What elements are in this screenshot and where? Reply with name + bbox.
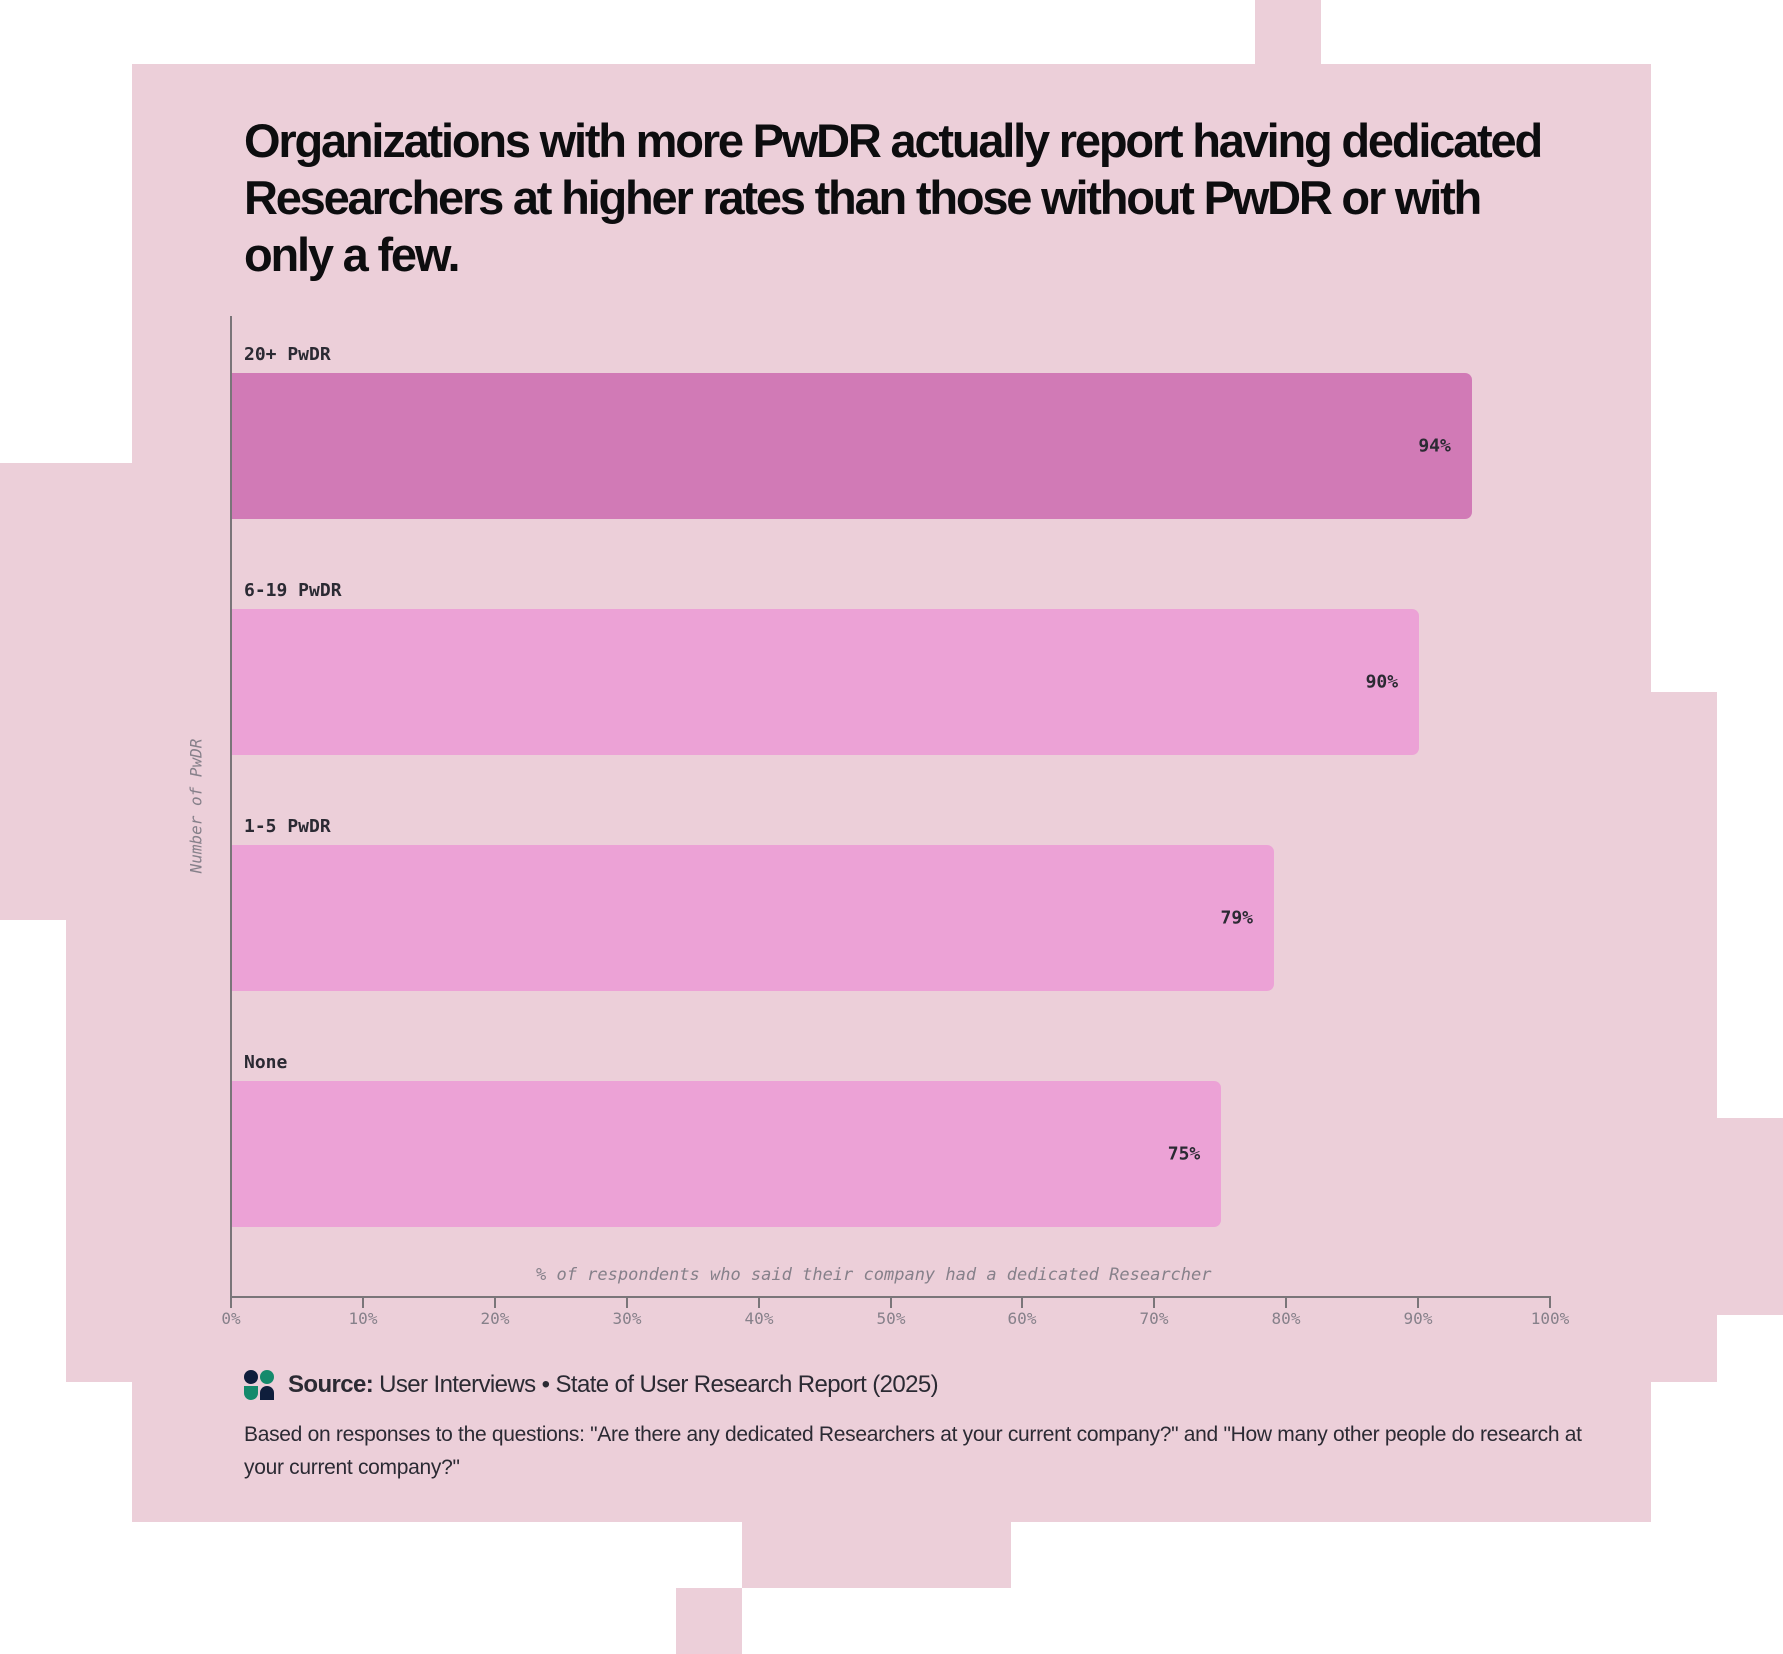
x-tick <box>758 1298 760 1308</box>
x-tick-label: 20% <box>480 1309 510 1328</box>
x-tick-label: 80% <box>1271 1309 1301 1328</box>
x-tick <box>1285 1298 1287 1308</box>
source-text: User Interviews • State of User Research… <box>379 1371 939 1398</box>
decor-block-right-outer <box>1717 1118 1783 1315</box>
x-tick-label: 50% <box>876 1309 906 1328</box>
bar-none: 75% <box>232 1081 1222 1227</box>
decor-block-left-upper <box>0 463 132 920</box>
methodology-note: Based on responses to the questions: "Ar… <box>244 1423 1582 1479</box>
category-label: 1-5 PwDR <box>244 816 331 837</box>
decor-block-bottom <box>742 1522 1011 1588</box>
decor-block-right-inner <box>1651 692 1717 1382</box>
chart-title: Organizations with more PwDR actually re… <box>244 114 1543 281</box>
category-label: None <box>244 1052 288 1073</box>
category-label: 6-19 PwDR <box>244 580 342 601</box>
bar-20-plus: 94% <box>232 373 1472 519</box>
x-tick <box>626 1298 628 1308</box>
bar-value-label: 90% <box>1365 671 1399 693</box>
x-tick <box>890 1298 892 1308</box>
x-axis-label: % of respondents who said their company … <box>536 1265 1212 1285</box>
x-tick-label: 40% <box>744 1309 774 1328</box>
source-line: Source: User Interviews • State of User … <box>244 1370 939 1400</box>
x-axis-line <box>230 1296 1551 1298</box>
x-tick-label: 70% <box>1139 1309 1169 1328</box>
category-label: 20+ PwDR <box>244 344 331 365</box>
decor-block-bottom-small <box>676 1588 742 1654</box>
x-tick-label: 60% <box>1007 1309 1037 1328</box>
y-axis-line <box>230 316 232 1298</box>
y-axis-label: Number of PwDR <box>186 738 206 874</box>
decor-block-left-lower <box>66 920 132 1382</box>
bar-6-19: 90% <box>232 609 1420 755</box>
x-tick-label: 0% <box>221 1309 241 1328</box>
x-tick <box>1549 1298 1551 1308</box>
x-tick <box>230 1298 232 1308</box>
x-tick-label: 10% <box>348 1309 378 1328</box>
x-tick-label: 90% <box>1403 1309 1433 1328</box>
decor-block-top <box>1255 0 1321 64</box>
x-tick-label: 30% <box>612 1309 642 1328</box>
x-tick-label: 100% <box>1530 1309 1570 1328</box>
x-tick <box>1021 1298 1023 1308</box>
x-tick <box>494 1298 496 1308</box>
bar-value-label: 79% <box>1220 907 1253 929</box>
x-tick <box>1153 1298 1155 1308</box>
chart-panel <box>132 64 1651 1522</box>
user-interviews-logo-icon <box>244 1370 274 1400</box>
x-tick <box>362 1298 364 1308</box>
source-prefix: Source: <box>288 1371 374 1398</box>
bar-1-5: 79% <box>232 845 1274 991</box>
bar-value-label: 94% <box>1418 435 1451 457</box>
bar-value-label: 75% <box>1167 1143 1201 1165</box>
x-tick <box>1417 1298 1419 1308</box>
